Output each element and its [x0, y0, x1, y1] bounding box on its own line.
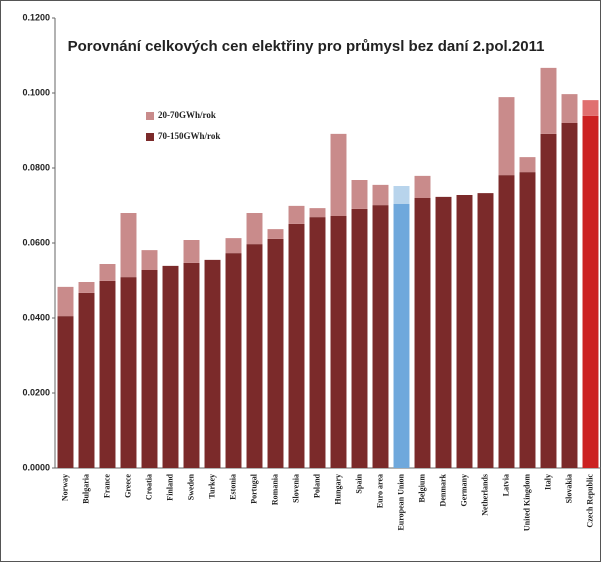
- bar-segment: [372, 205, 389, 468]
- bar-segment: [414, 175, 431, 198]
- legend-label: 20-70GWh/rok: [158, 110, 216, 120]
- bar-segment: [498, 97, 515, 176]
- bar-segment: [330, 133, 347, 216]
- y-tick-label: 0.0600: [22, 237, 50, 247]
- x-tick-label: Denmark: [438, 473, 447, 506]
- x-tick-label: Italy: [543, 474, 552, 490]
- x-tick-label: Estonia: [228, 474, 237, 500]
- bar-segment: [414, 198, 431, 468]
- y-tick-label: 0.1000: [22, 87, 50, 97]
- x-tick-label: France: [102, 474, 111, 498]
- x-tick-label: Latvia: [501, 474, 510, 496]
- y-tick-label: 0.1200: [22, 12, 50, 22]
- bar-segment: [351, 208, 368, 468]
- bar-segment: [99, 264, 116, 281]
- x-tick-label: Slovakia: [564, 474, 573, 503]
- bar-segment: [120, 213, 137, 278]
- y-tick-label: 0.0800: [22, 162, 50, 172]
- bar-segment: [57, 316, 74, 468]
- chart-title: Porovnání celkových cen elektřiny pro pr…: [68, 38, 545, 55]
- bar-segment: [57, 286, 74, 317]
- bar-segment: [393, 186, 410, 204]
- x-tick-label: Portugal: [249, 473, 258, 504]
- x-tick-label: Norway: [60, 474, 69, 501]
- x-tick-label: Spain: [354, 473, 363, 493]
- x-tick-label: Croatia: [144, 474, 153, 500]
- bar-segment: [582, 100, 599, 116]
- x-tick-label: United Kingdom: [522, 474, 531, 531]
- bar-segment: [393, 204, 410, 468]
- bar-segment: [246, 244, 263, 468]
- bar-segment: [141, 250, 158, 270]
- bar-segment: [519, 172, 536, 468]
- bar-segment: [267, 238, 284, 468]
- bar-segment: [540, 133, 557, 468]
- bar-segment: [519, 157, 536, 173]
- bar-segment: [582, 115, 599, 468]
- bar-segment: [309, 217, 326, 468]
- bar-segment: [246, 213, 263, 245]
- bar-segment: [561, 94, 578, 123]
- bar-segment: [288, 205, 305, 224]
- x-tick-label: Euro area: [375, 474, 384, 508]
- y-tick-label: 0.0200: [22, 387, 50, 397]
- x-tick-label: Czech Republic: [585, 474, 594, 528]
- bar-segment: [540, 67, 557, 134]
- bar-segment: [267, 229, 284, 239]
- x-tick-label: Hungary: [333, 474, 342, 505]
- bar-segment: [183, 240, 200, 263]
- bar-segment: [162, 265, 179, 468]
- legend-swatch: [146, 112, 154, 120]
- bar-segment: [78, 292, 95, 468]
- bar-segment: [330, 216, 347, 468]
- x-tick-label: Turkey: [207, 474, 216, 499]
- y-tick-label: 0.0400: [22, 312, 50, 322]
- bar-segment: [456, 195, 473, 468]
- bar-segment: [120, 277, 137, 468]
- bar-segment: [561, 123, 578, 468]
- legend-swatch: [146, 133, 154, 141]
- x-tick-label: Germany: [459, 474, 468, 506]
- x-tick-label: Greece: [123, 474, 132, 498]
- bar-segment: [309, 208, 326, 218]
- bar-segment: [498, 175, 515, 468]
- x-tick-label: Sweden: [186, 473, 195, 500]
- bar-segment: [78, 282, 95, 293]
- bar-segment: [141, 270, 158, 468]
- bar-segment: [183, 262, 200, 468]
- x-tick-label: European Union: [396, 473, 405, 530]
- bar-segment: [351, 180, 368, 209]
- bar-segment: [225, 253, 242, 468]
- y-tick-label: 0.0000: [22, 462, 50, 472]
- bar-segment: [225, 238, 242, 254]
- bar-segment: [477, 193, 494, 468]
- bar-segment: [288, 223, 305, 468]
- x-tick-label: Poland: [312, 473, 321, 498]
- legend-label: 70-150GWh/rok: [158, 131, 220, 141]
- x-tick-label: Slovenia: [291, 474, 300, 503]
- x-tick-label: Netherlands: [480, 474, 489, 516]
- bar-segment: [372, 184, 389, 206]
- bar-segment: [99, 280, 116, 468]
- x-tick-label: Finland: [165, 473, 174, 500]
- bar-segment: [435, 196, 452, 468]
- x-tick-label: Romania: [270, 474, 279, 505]
- x-tick-label: Belgium: [417, 474, 426, 503]
- bar-segment: [204, 259, 221, 468]
- x-tick-label: Bulgaria: [81, 474, 90, 504]
